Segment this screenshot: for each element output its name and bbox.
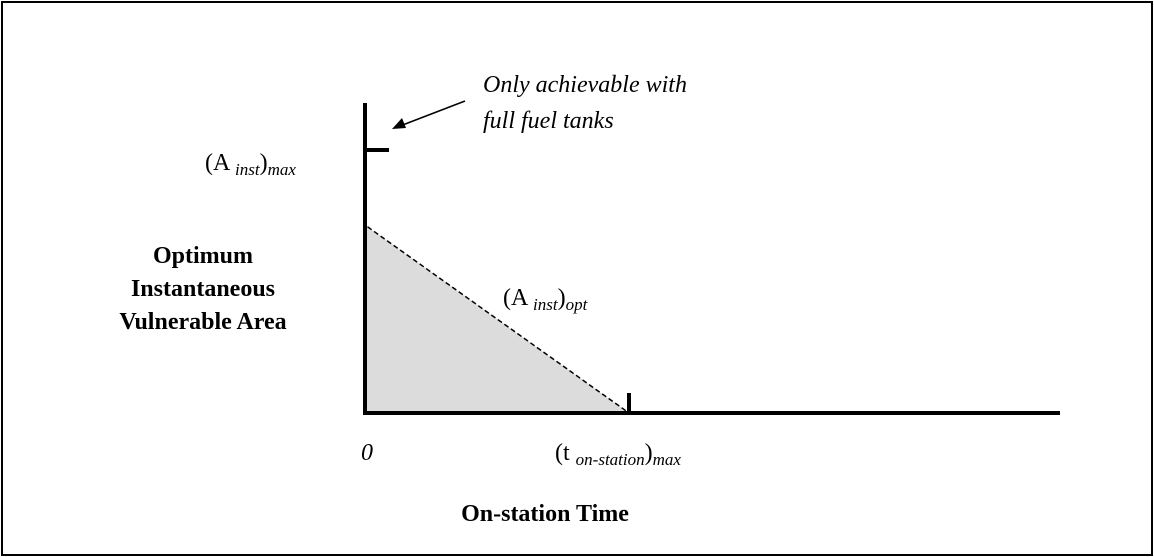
label-part: (t: [555, 440, 576, 466]
y-axis-label: Instantaneous: [131, 276, 275, 302]
y-axis-label: Optimum: [153, 243, 253, 269]
annotation-line: Only achievable with: [483, 72, 687, 98]
label-part: (A: [205, 150, 235, 176]
arrow-head: [392, 118, 406, 129]
label-part: (A: [503, 285, 533, 311]
x-axis-label: On-station Time: [461, 501, 629, 527]
label-part: ): [260, 150, 268, 176]
label-sub: max: [268, 160, 297, 179]
label-part: ): [558, 285, 566, 311]
arrow-line: [399, 100, 466, 127]
label-sub: max: [653, 450, 682, 469]
annotation-line: full fuel tanks: [483, 108, 614, 134]
label-part: ): [645, 440, 653, 466]
label-sub: inst: [533, 295, 559, 314]
y-max-label: (A inst)max: [205, 150, 296, 179]
x-max-label: (t on-station)max: [555, 440, 681, 469]
line-label: (A inst)opt: [503, 285, 589, 314]
origin-label: 0: [361, 440, 373, 466]
label-sub: inst: [235, 160, 261, 179]
label-sub: opt: [566, 295, 589, 314]
label-sub: on-station: [576, 450, 645, 469]
y-axis-label: Vulnerable Area: [119, 309, 286, 335]
